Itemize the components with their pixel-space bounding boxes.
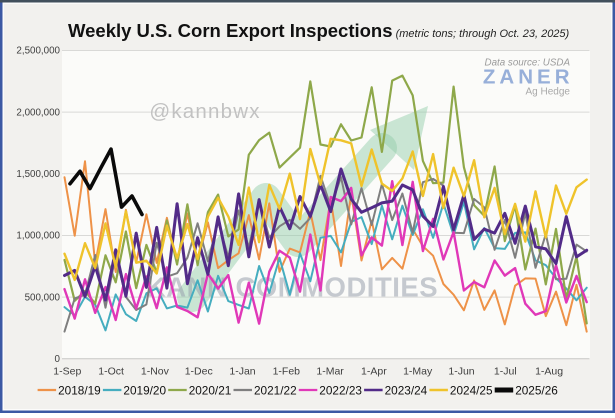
svg-text:1-Feb: 1-Feb: [273, 366, 301, 378]
svg-text:500,000: 500,000: [25, 292, 61, 303]
svg-text:1-Oct: 1-Oct: [98, 366, 124, 378]
svg-text:1,500,000: 1,500,000: [16, 169, 60, 180]
svg-text:Ag Hedge: Ag Hedge: [526, 87, 571, 98]
svg-text:2021/22: 2021/22: [254, 383, 297, 397]
svg-text:1-Aug: 1-Aug: [535, 366, 563, 378]
svg-text:@kannbwx: @kannbwx: [149, 100, 260, 123]
svg-text:1-Apr: 1-Apr: [361, 366, 387, 378]
svg-text:1-Jul: 1-Jul: [494, 366, 517, 378]
svg-text:1-Jan: 1-Jan: [229, 366, 255, 378]
svg-text:2018/19: 2018/19: [58, 383, 101, 397]
svg-text:1-Jun: 1-Jun: [448, 366, 474, 378]
svg-text:1-Sep: 1-Sep: [53, 366, 81, 378]
svg-text:Data source: USDA: Data source: USDA: [485, 58, 571, 69]
svg-text:1,000,000: 1,000,000: [16, 231, 60, 242]
svg-text:1-Dec: 1-Dec: [185, 366, 213, 378]
svg-text:2022/23: 2022/23: [319, 383, 362, 397]
svg-text:2019/20: 2019/20: [123, 383, 166, 397]
svg-text:0: 0: [55, 354, 61, 365]
svg-text:1-Mar: 1-Mar: [316, 366, 344, 378]
svg-text:2,500,000: 2,500,000: [16, 46, 60, 57]
svg-text:1-May: 1-May: [403, 366, 433, 378]
svg-text:2,000,000: 2,000,000: [16, 107, 60, 118]
svg-text:1-Nov: 1-Nov: [141, 366, 170, 378]
svg-text:2023/24: 2023/24: [385, 383, 428, 397]
svg-text:2025/26: 2025/26: [515, 383, 558, 397]
svg-text:ZANER: ZANER: [483, 66, 574, 89]
svg-text:2024/25: 2024/25: [450, 383, 493, 397]
svg-text:2020/21: 2020/21: [189, 383, 232, 397]
